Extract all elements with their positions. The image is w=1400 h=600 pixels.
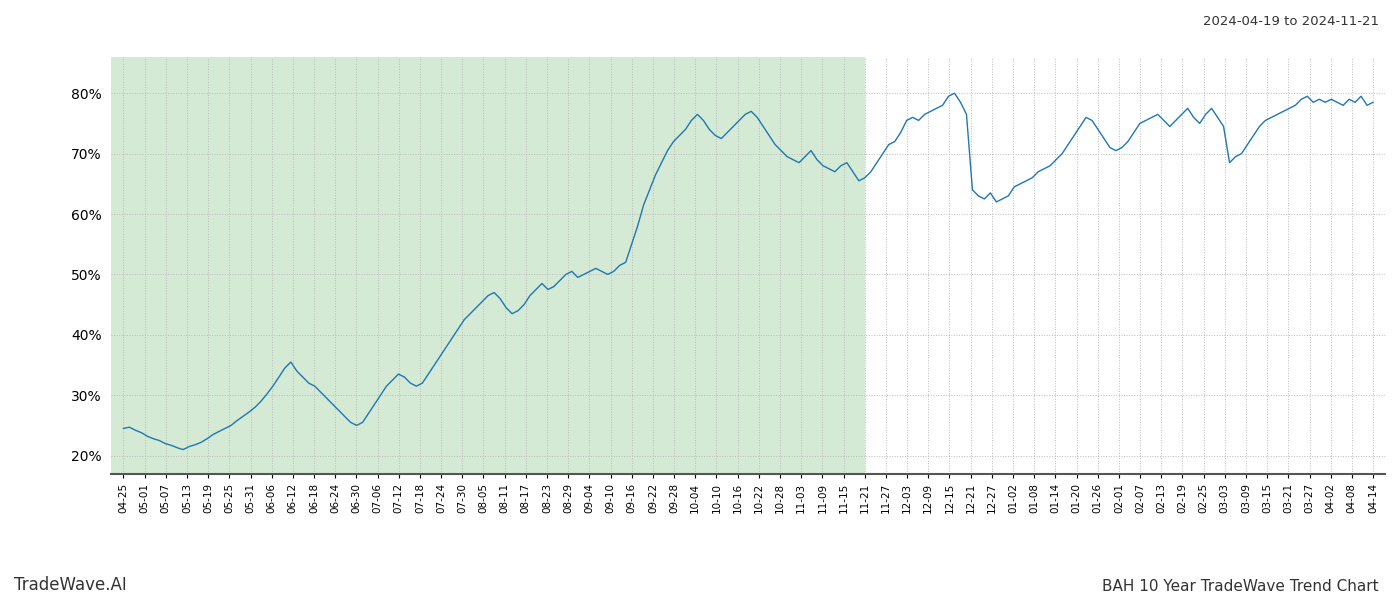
Text: TradeWave.AI: TradeWave.AI [14,576,127,594]
Bar [112,57,865,474]
Text: 2024-04-19 to 2024-11-21: 2024-04-19 to 2024-11-21 [1203,15,1379,28]
Text: BAH 10 Year TradeWave Trend Chart: BAH 10 Year TradeWave Trend Chart [1102,579,1379,594]
